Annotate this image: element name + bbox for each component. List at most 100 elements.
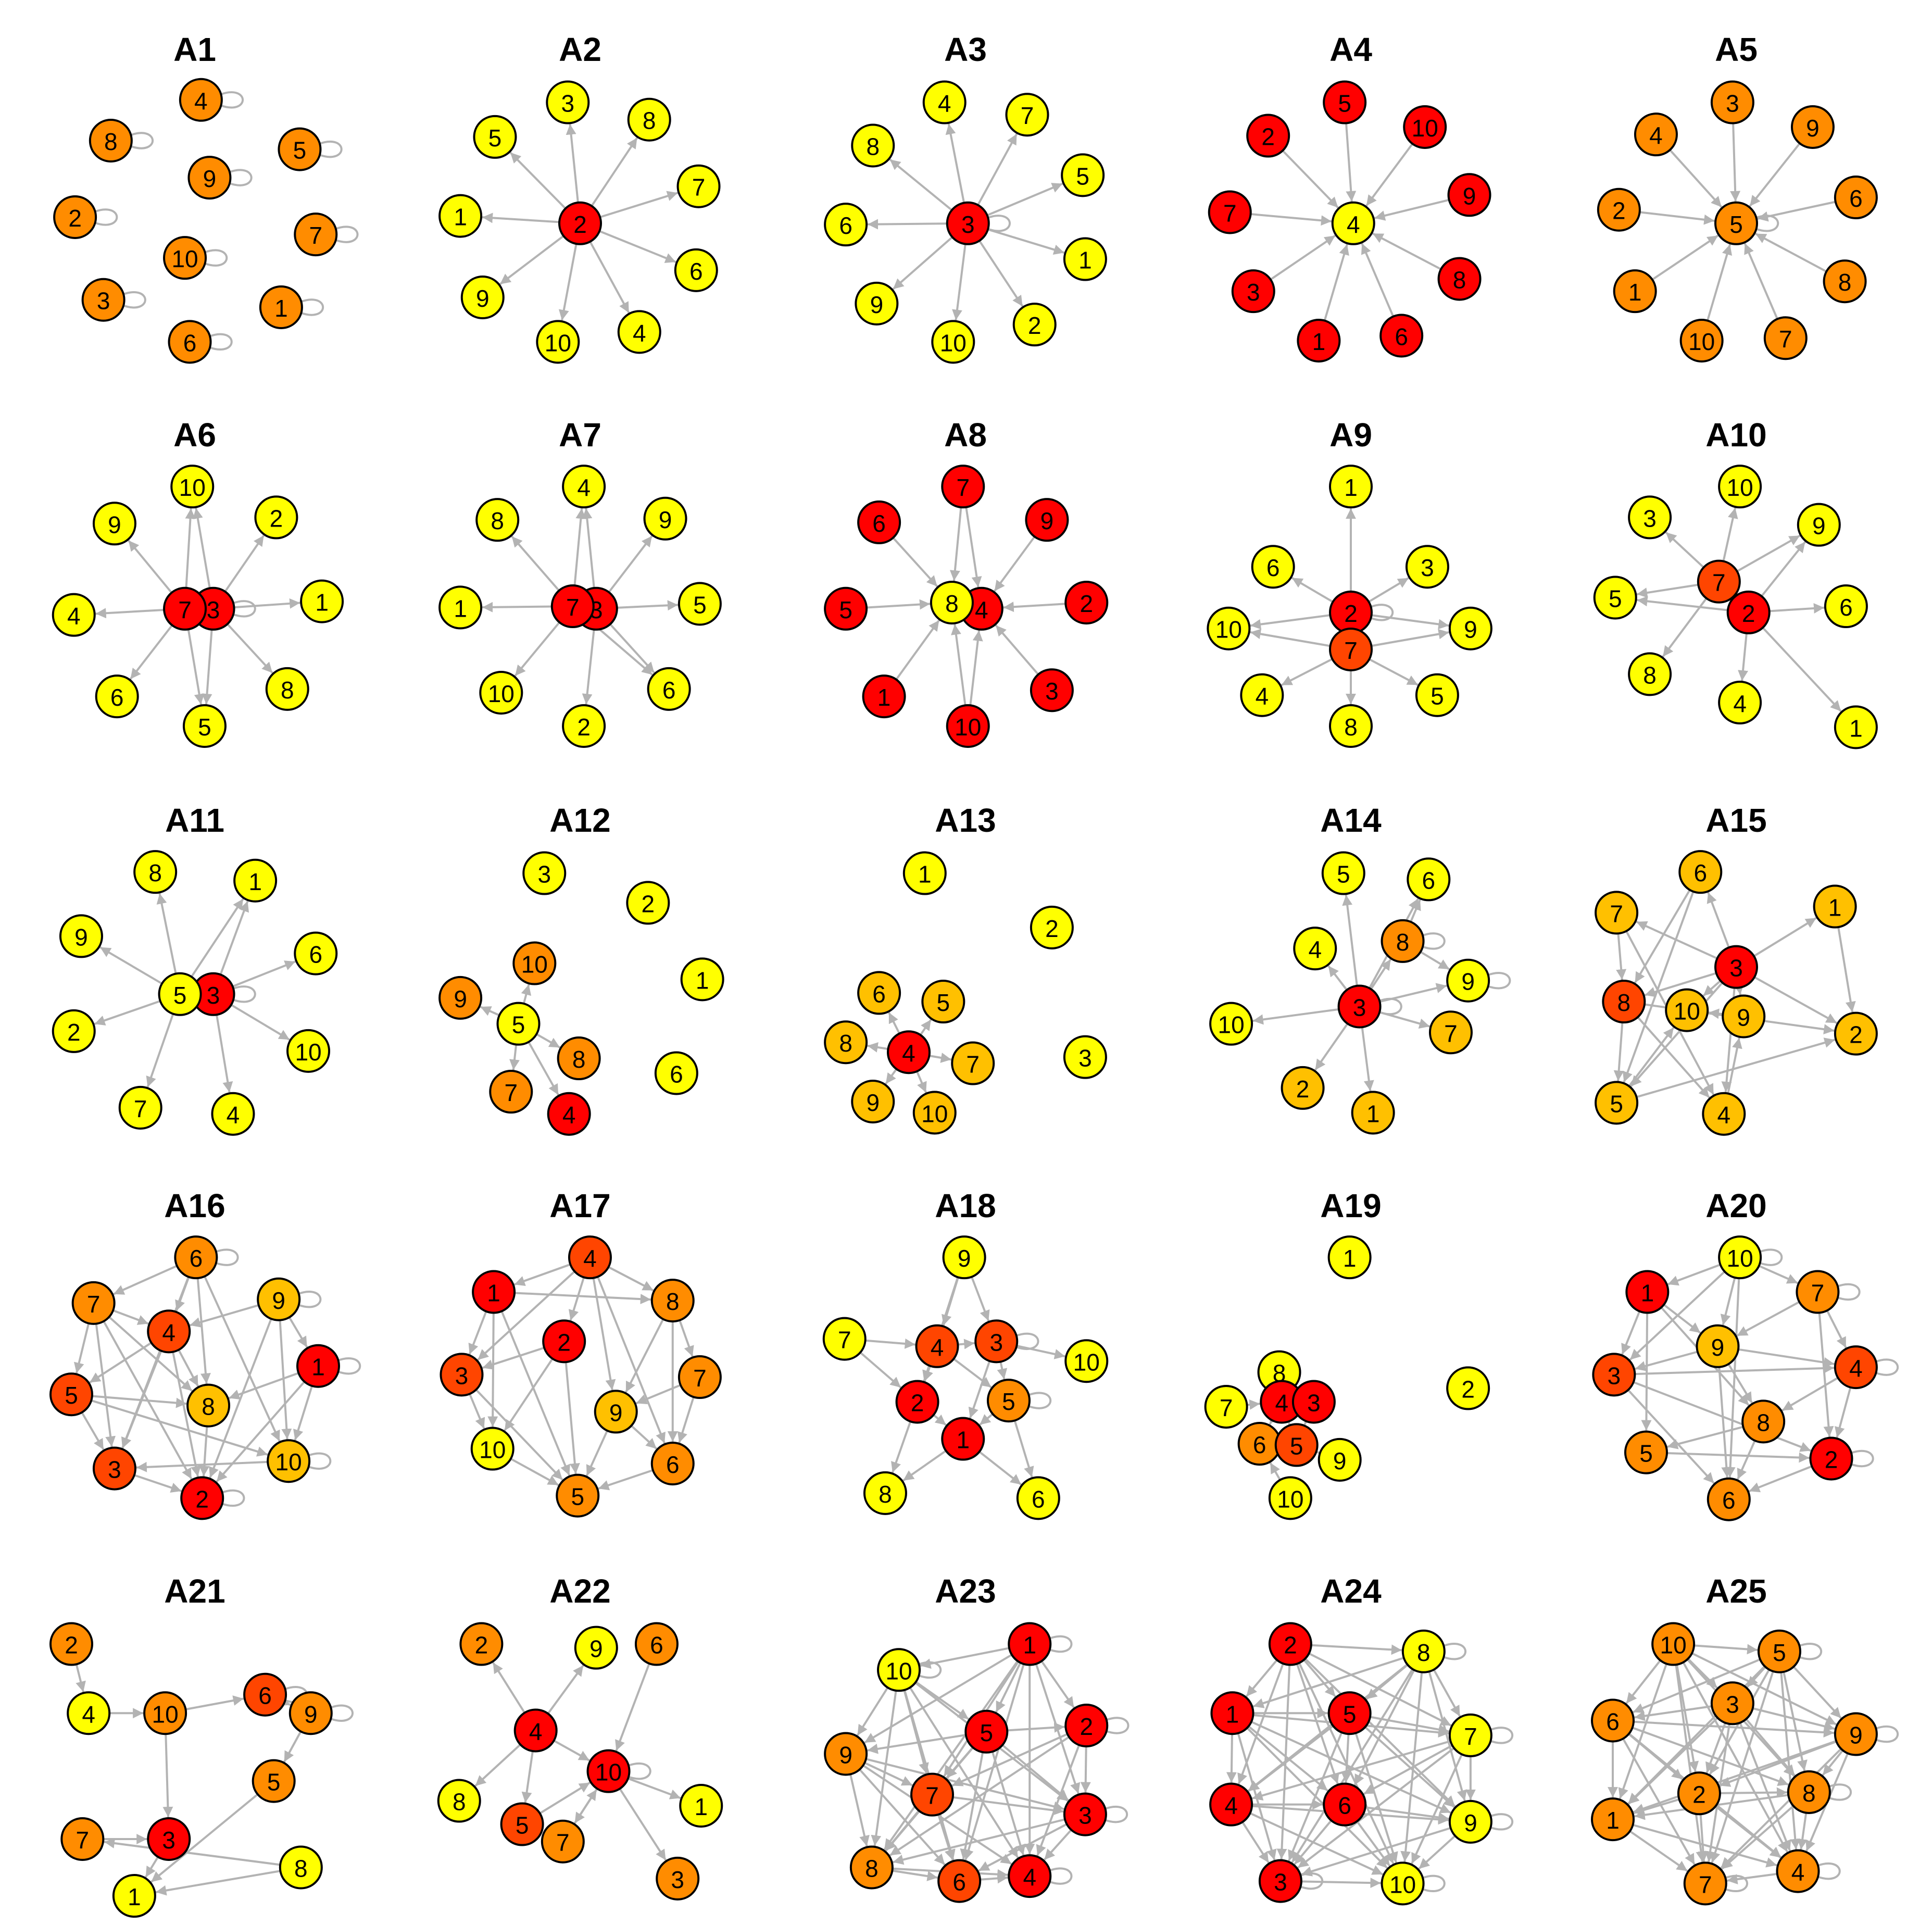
node-label: 5 <box>937 989 950 1016</box>
node-label: 1 <box>1828 894 1842 921</box>
node-group: 3 4 9 6 2 5 1 8 10 7 <box>1597 80 1878 362</box>
node-label: 2 <box>270 505 283 532</box>
graph-node: 6 <box>647 667 691 711</box>
node-label: 2 <box>1344 600 1358 627</box>
node-label: 7 <box>178 596 192 623</box>
node-label: 10 <box>940 329 967 356</box>
directed-edge <box>1835 1387 1852 1438</box>
directed-edge <box>480 1006 500 1017</box>
directed-edge <box>1718 1367 1732 1478</box>
node-label: 1 <box>956 1427 970 1454</box>
node-label: 1 <box>877 684 891 711</box>
self-loop-edge <box>214 1248 239 1266</box>
node-circle <box>1401 1629 1446 1673</box>
directed-edge <box>288 1317 308 1348</box>
directed-edge <box>190 898 244 978</box>
node-label: 4 <box>938 90 951 117</box>
node-circle <box>824 586 868 631</box>
node-circle <box>568 1235 612 1280</box>
node-label: 5 <box>267 1769 281 1796</box>
directed-edge <box>617 600 679 611</box>
node-label: 4 <box>1275 1389 1288 1416</box>
node-label: 1 <box>1226 1701 1239 1728</box>
directed-edge <box>953 1358 992 1389</box>
directed-edge <box>1621 1310 1641 1355</box>
graph-node: 4 <box>1209 1782 1253 1827</box>
node-circle <box>679 1784 723 1828</box>
directed-edge <box>224 534 265 592</box>
node-label: 3 <box>1045 678 1059 705</box>
node-circle <box>186 1383 231 1428</box>
graph-node: 5 <box>158 972 202 1016</box>
edge-group <box>482 124 679 321</box>
node-circle <box>877 1648 921 1692</box>
node-label: 6 <box>190 1245 203 1272</box>
node-circle <box>1677 1771 1721 1816</box>
graph-node: 8 <box>1628 652 1672 696</box>
panel-title: A25 <box>1705 1572 1766 1610</box>
node-label: 5 <box>293 137 307 164</box>
node-circle <box>182 704 227 748</box>
graph-node: 2 <box>1329 590 1373 634</box>
node-circle <box>1625 1270 1670 1314</box>
node-label: 9 <box>659 506 672 533</box>
node-label: 1 <box>315 589 329 616</box>
directed-edge <box>1762 627 1842 712</box>
node-label: 3 <box>162 1827 175 1854</box>
graph-node: 2 <box>1834 1011 1878 1056</box>
node-circle <box>259 285 303 329</box>
node-label: 3 <box>1078 1802 1092 1829</box>
graph-node: 4 <box>922 80 967 124</box>
directed-edge <box>596 1276 666 1444</box>
directed-edge <box>1727 1872 1778 1885</box>
node-circle <box>170 465 215 509</box>
directed-edge <box>95 1323 116 1447</box>
self-loop-edge <box>1724 1874 1748 1892</box>
node-circle <box>1063 1792 1107 1836</box>
graph-node: 7 <box>910 1772 955 1817</box>
node-circle <box>941 465 985 509</box>
graph-node: 1 <box>259 285 303 329</box>
node-label: 7 <box>556 1829 570 1856</box>
node-label: 1 <box>454 204 467 231</box>
node-label: 8 <box>1757 1409 1770 1436</box>
directed-edge <box>1245 1659 1278 1697</box>
node-group: 2 9 6 4 10 8 1 57 3 <box>437 1622 723 1901</box>
node-circle <box>857 500 901 544</box>
graph-node: 8 <box>1602 980 1646 1024</box>
node-circle <box>902 851 947 895</box>
network-panel-a16: A16 6 7 9 4 1 5 8 10 3 2 <box>49 1187 361 1520</box>
directed-edge <box>960 1752 984 1860</box>
directed-edge <box>99 946 163 985</box>
node-circle <box>1834 705 1878 749</box>
node-circle <box>941 1417 985 1461</box>
node-label: 7 <box>1220 1394 1233 1421</box>
directed-edge <box>1730 123 1741 202</box>
node-label: 9 <box>1711 1334 1725 1361</box>
node-circle <box>895 1380 939 1424</box>
graph-node: 2 <box>626 881 670 925</box>
directed-edge <box>482 1346 545 1370</box>
graph-node: 2 <box>558 201 602 245</box>
directed-edge <box>859 1352 902 1389</box>
directed-edge <box>189 1304 259 1328</box>
directed-edge <box>1314 1023 1349 1071</box>
graph-node: 4 <box>179 78 223 122</box>
directed-edge <box>573 1789 598 1825</box>
graph-node: 7 <box>71 1281 116 1325</box>
node-label: 7 <box>1699 1871 1712 1898</box>
node-circle <box>294 931 338 976</box>
node-circle <box>680 957 724 1002</box>
graph-node: 8 <box>1437 257 1482 301</box>
graph-node: 3 <box>1714 945 1758 989</box>
self-loop-edge <box>1874 1358 1899 1376</box>
node-label: 9 <box>958 1245 971 1272</box>
node-label: 10 <box>1073 1348 1100 1376</box>
node-label: 1 <box>311 1354 325 1381</box>
node-circle <box>179 78 223 122</box>
edge-group <box>75 1664 354 1896</box>
directed-edge <box>94 1000 161 1026</box>
directed-edge <box>591 137 638 207</box>
graph-node: 4 <box>562 465 606 509</box>
